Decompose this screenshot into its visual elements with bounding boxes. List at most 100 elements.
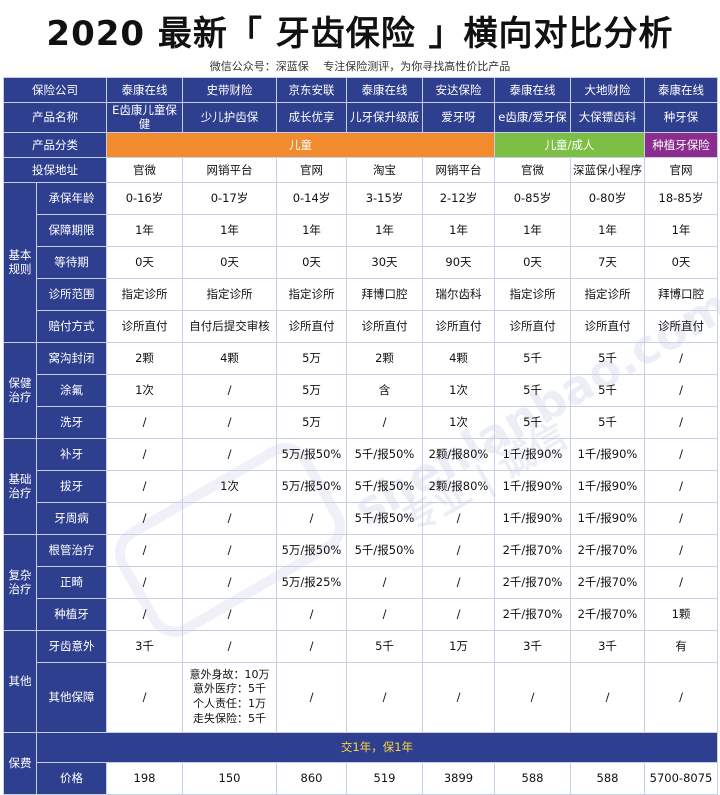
root-cell: 5万/报50%: [276, 533, 347, 567]
implant-cell: 1颗: [644, 597, 718, 631]
filling-cell: 5千/报50%: [346, 437, 423, 471]
sealant-cell: /: [644, 341, 718, 375]
category-child: 儿童: [106, 131, 495, 158]
product-cell: 大保镖齿科: [570, 102, 645, 133]
implant-cell: /: [346, 597, 423, 631]
clean-label: 洗牙: [36, 405, 107, 439]
implant-cell: 2千/报70%: [570, 597, 645, 631]
filling-cell: 5万/报50%: [276, 437, 347, 471]
group-basic: 基本规则: [3, 181, 37, 343]
fluoride-cell: 1次: [422, 373, 495, 407]
filling-cell: /: [644, 437, 718, 471]
clean-cell: 1次: [422, 405, 495, 439]
extract-cell: /: [106, 469, 183, 503]
root-cell: /: [182, 533, 277, 567]
root-cell: 2千/报70%: [494, 533, 571, 567]
ortho-cell: 5万/报25%: [276, 565, 347, 599]
product-cell: e齿康/爱牙保: [494, 102, 571, 133]
perio-cell: /: [182, 501, 277, 535]
otherCover-cell: /: [346, 661, 423, 733]
accident-cell: 5千: [346, 629, 423, 663]
price-label: 价格: [36, 761, 107, 795]
price-cell: 150: [182, 761, 277, 795]
perio-cell: 5千/报50%: [346, 501, 423, 535]
product-row: 产品名称 E齿康儿童保健 少儿护齿保 成长优享 儿牙保升级版 爱牙呀 e齿康/爱牙保 大保镖齿…: [3, 102, 718, 133]
wait-label: 等待期: [36, 245, 107, 279]
fluoride-label: 涂氟: [36, 373, 107, 407]
extract-cell: /: [644, 469, 718, 503]
accident-cell: /: [182, 629, 277, 663]
sealant-cell: 5千: [570, 341, 645, 375]
pay-cell: 诊所直付: [106, 309, 183, 343]
extract-label: 拔牙: [36, 469, 107, 503]
clean-cell: 5万: [276, 405, 347, 439]
root-label: 根管治疗: [36, 533, 107, 567]
scope-cell: 拜博口腔: [644, 277, 718, 311]
age-cell: 2-12岁: [422, 181, 495, 215]
fluoride-cell: 5万: [276, 373, 347, 407]
company-row: 保险公司 泰康在线 史带财险 京东安联 泰康在线 安达保险 泰康在线 大地财险 泰康在线: [3, 77, 718, 103]
wait-cell: 0天: [182, 245, 277, 279]
extract-cell: 5千/报50%: [346, 469, 423, 503]
pay-cell: 诊所直付: [422, 309, 495, 343]
product-cell: 儿牙保升级版: [346, 102, 423, 133]
age-cell: 0-85岁: [494, 181, 571, 215]
perio-cell: 1千/报90%: [494, 501, 571, 535]
age-cell: 18-85岁: [644, 181, 718, 215]
pay-label: 赔付方式: [36, 309, 107, 343]
term-cell: 1年: [276, 213, 347, 247]
other-cover-line: 意外医疗：5千: [193, 682, 266, 696]
otherCover-cell: /: [276, 661, 347, 733]
channel-cell: 官网: [644, 156, 718, 183]
pay-cell: 诊所直付: [346, 309, 423, 343]
term-cell: 1年: [644, 213, 718, 247]
fee-band-row: 保费 交1年，保1年: [3, 731, 718, 795]
extract-cell: 1千/报90%: [494, 469, 571, 503]
scope-cell: 拜博口腔: [346, 277, 423, 311]
price-cell: 3899: [422, 761, 495, 795]
group-complex: 复杂治疗: [3, 533, 37, 631]
perio-cell: 1千/报90%: [570, 501, 645, 535]
extract-cell: 5万/报50%: [276, 469, 347, 503]
perio-cell: /: [644, 501, 718, 535]
other-cover-line: 个人责任：1万: [193, 697, 266, 711]
age-label: 承保年龄: [36, 181, 107, 215]
accident-cell: 3千: [494, 629, 571, 663]
product-cell: 种牙保: [644, 102, 718, 133]
scope-label: 诊所范围: [36, 277, 107, 311]
otherCover-cell: /: [570, 661, 645, 733]
term-cell: 1年: [106, 213, 183, 247]
term-cell: 1年: [346, 213, 423, 247]
otherCover-cell: /: [422, 661, 495, 733]
wait-cell: 90天: [422, 245, 495, 279]
company-cell: 安达保险: [422, 77, 495, 103]
ortho-label: 正畸: [36, 565, 107, 599]
pay-cell: 诊所直付: [644, 309, 718, 343]
channel-cell: 深蓝保小程序: [570, 156, 645, 183]
wait-cell: 0天: [494, 245, 571, 279]
implant-cell: /: [276, 597, 347, 631]
root-cell: /: [422, 533, 495, 567]
extract-cell: 1次: [182, 469, 277, 503]
extract-cell: 2颗/报80%: [422, 469, 495, 503]
filling-cell: 1千/报90%: [570, 437, 645, 471]
wait-cell: 30天: [346, 245, 423, 279]
group-base: 基础治疗: [3, 437, 37, 535]
wait-cell: 0天: [106, 245, 183, 279]
clean-cell: /: [644, 405, 718, 439]
price-cell: 5700-8075: [644, 761, 718, 795]
age-cell: 0-17岁: [182, 181, 277, 215]
scope-cell: 指定诊所: [276, 277, 347, 311]
category-label: 产品分类: [3, 131, 107, 158]
scope-cell: 指定诊所: [494, 277, 571, 311]
fluoride-cell: 5千: [570, 373, 645, 407]
fee-band: 交1年，保1年: [36, 731, 718, 763]
otherCover-cell: /: [106, 661, 183, 733]
group-care: 保健治疗: [3, 341, 37, 439]
price-row: 价格 198 150 860 519 3899 588 588 5700-8075: [4, 761, 718, 795]
wait-row: 等待期 0天 0天 0天 30天 90天 0天 7天 0天: [4, 245, 718, 279]
clean-cell: /: [182, 405, 277, 439]
implant-cell: /: [106, 597, 183, 631]
accident-cell: 3千: [106, 629, 183, 663]
implant-label: 种植牙: [36, 597, 107, 631]
